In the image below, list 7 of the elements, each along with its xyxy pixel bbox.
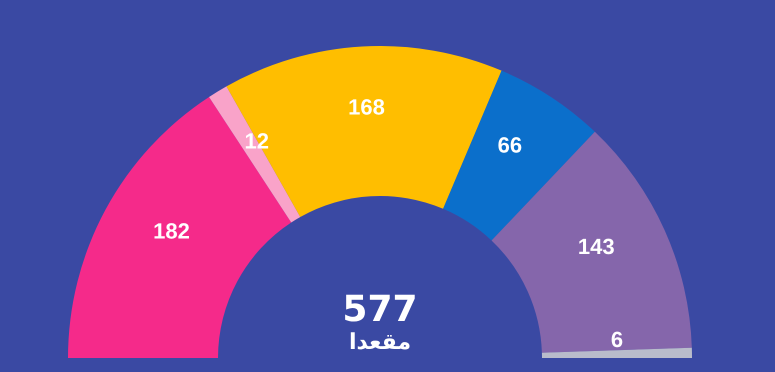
data-label: 182 bbox=[153, 218, 190, 244]
data-label: 66 bbox=[498, 132, 522, 158]
data-label: 6 bbox=[610, 327, 624, 352]
text: مقعدا bbox=[348, 330, 412, 355]
text: 577 bbox=[342, 289, 418, 330]
data-label: 168 bbox=[348, 94, 385, 120]
data-label: 143 bbox=[578, 234, 615, 259]
